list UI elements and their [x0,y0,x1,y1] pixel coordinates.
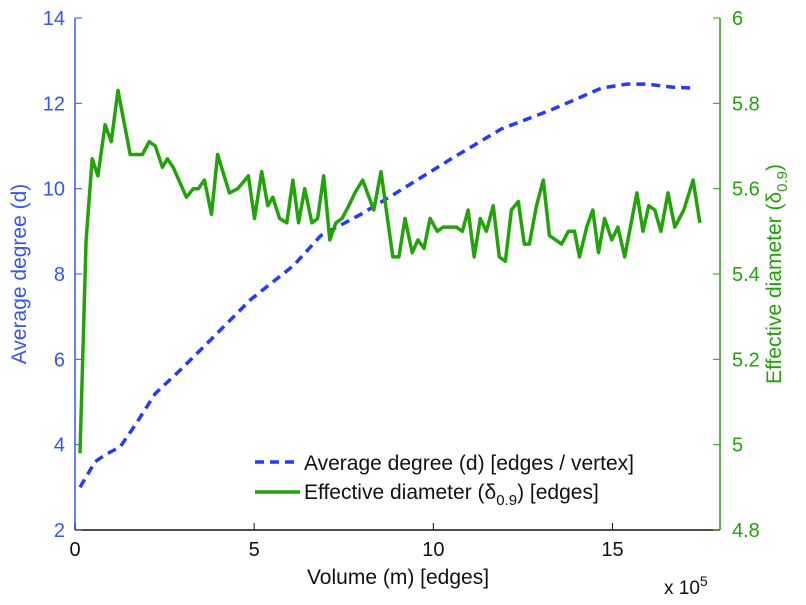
y-right-tick-label: 5.4 [732,264,760,286]
y-left-tick-label: 6 [54,349,65,371]
axes: 0 5 10 15 2 4 6 8 10 12 14 4.8 5 5.2 5.4 5.6 5.8 6 [43,8,760,561]
series-average-degree-line [78,82,692,489]
y-axis-left-label: Average degree (d) [8,184,31,365]
y-left-tick-label: 8 [54,264,65,286]
y-left-tick-label: 12 [43,93,65,115]
y-right-tick-label: 5.8 [732,93,760,115]
y-axis-right-label: Effective diameter (δ0.9) [763,164,791,384]
legend-label-effective-diameter: Effective diameter (δ0.9) [edges] [304,481,599,509]
series-effective-diameter-line [78,88,702,454]
legend: Average degree (d) [edges / vertex] Effe… [255,452,634,509]
y-right-tick-label: 6 [732,8,743,30]
x-axis-label: Volume (m) [edges] [307,566,489,589]
y-left-tick-label: 10 [43,179,65,201]
legend-label-average-degree: Average degree (d) [edges / vertex] [304,452,634,475]
x-multiplier: x 105 [664,573,708,599]
x-tick-label: 15 [601,539,623,561]
series-lines [78,82,702,489]
y-right-tick-label: 5.2 [732,349,760,371]
x-tick-label: 5 [249,539,260,561]
y-right-tick-label: 4.8 [732,520,760,542]
x-tick-label: 10 [422,539,444,561]
y-left-tick-label: 2 [54,520,65,542]
y-right-tick-label: 5 [732,435,743,457]
y-left-tick-label: 14 [43,8,65,30]
y-left-tick-label: 4 [54,435,65,457]
y-right-tick-label: 5.6 [732,179,760,201]
x-tick-label: 0 [69,539,80,561]
